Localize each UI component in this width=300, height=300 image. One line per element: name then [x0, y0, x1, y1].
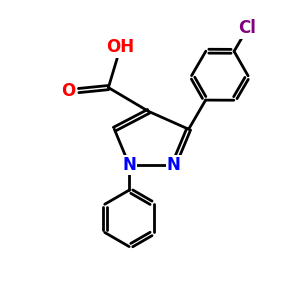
- Text: N: N: [167, 156, 181, 174]
- Text: Cl: Cl: [238, 19, 256, 37]
- Text: O: O: [61, 82, 75, 100]
- Text: N: N: [122, 156, 136, 174]
- Text: OH: OH: [106, 38, 134, 56]
